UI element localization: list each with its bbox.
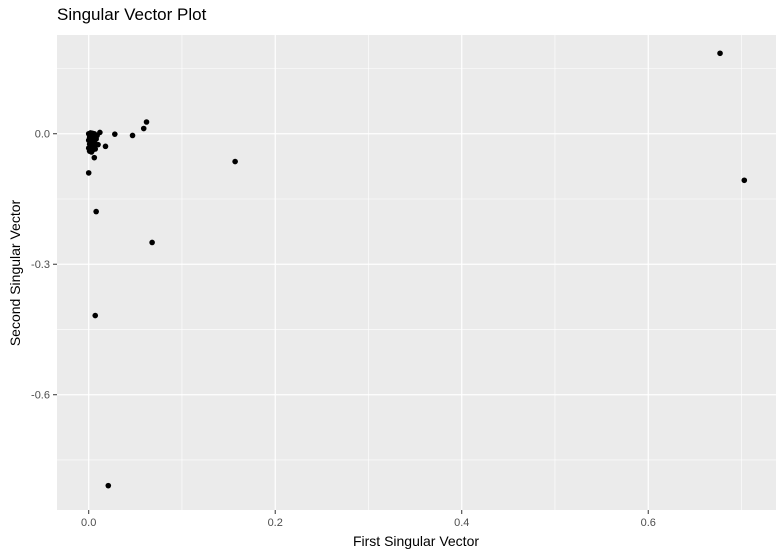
x-tick-label: 0.4 [454, 517, 469, 529]
x-tick-label: 0.6 [641, 517, 656, 529]
data-point [129, 132, 136, 139]
data-point [93, 208, 99, 215]
chart-title: Singular Vector Plot [57, 5, 207, 24]
data-point [102, 143, 109, 150]
data-point [232, 158, 238, 165]
y-axis-label-area: Second Singular Vector [4, 35, 26, 510]
x-tick-label: 0.2 [268, 517, 283, 529]
tick-labels: 0.0 0.2 0.4 0.6 0.0 -0.3 -0.6 [31, 129, 656, 529]
data-point [85, 170, 92, 176]
data-point [94, 132, 100, 139]
data-point [741, 177, 748, 184]
minor-grid [57, 35, 776, 510]
axis-ticks [53, 133, 649, 514]
x-axis-label: First Singular Vector [352, 533, 480, 549]
y-axis-label: Second Singular Vector [7, 199, 23, 346]
y-tick-label: -0.3 [31, 259, 50, 271]
data-point [717, 50, 723, 57]
data-point [91, 154, 98, 161]
x-tick-label: 0.0 [81, 517, 96, 529]
y-tick-label: -0.6 [31, 390, 50, 402]
data-point [92, 146, 99, 152]
data-point [112, 131, 118, 137]
data-points [85, 50, 748, 489]
data-point [105, 482, 112, 489]
plot-panel [57, 35, 776, 510]
y-tick-label: 0.0 [35, 129, 50, 141]
major-grid [57, 35, 776, 510]
data-point [92, 312, 99, 319]
data-point [149, 239, 155, 246]
data-point [140, 125, 147, 132]
data-point [143, 119, 150, 125]
data-point [88, 149, 95, 155]
